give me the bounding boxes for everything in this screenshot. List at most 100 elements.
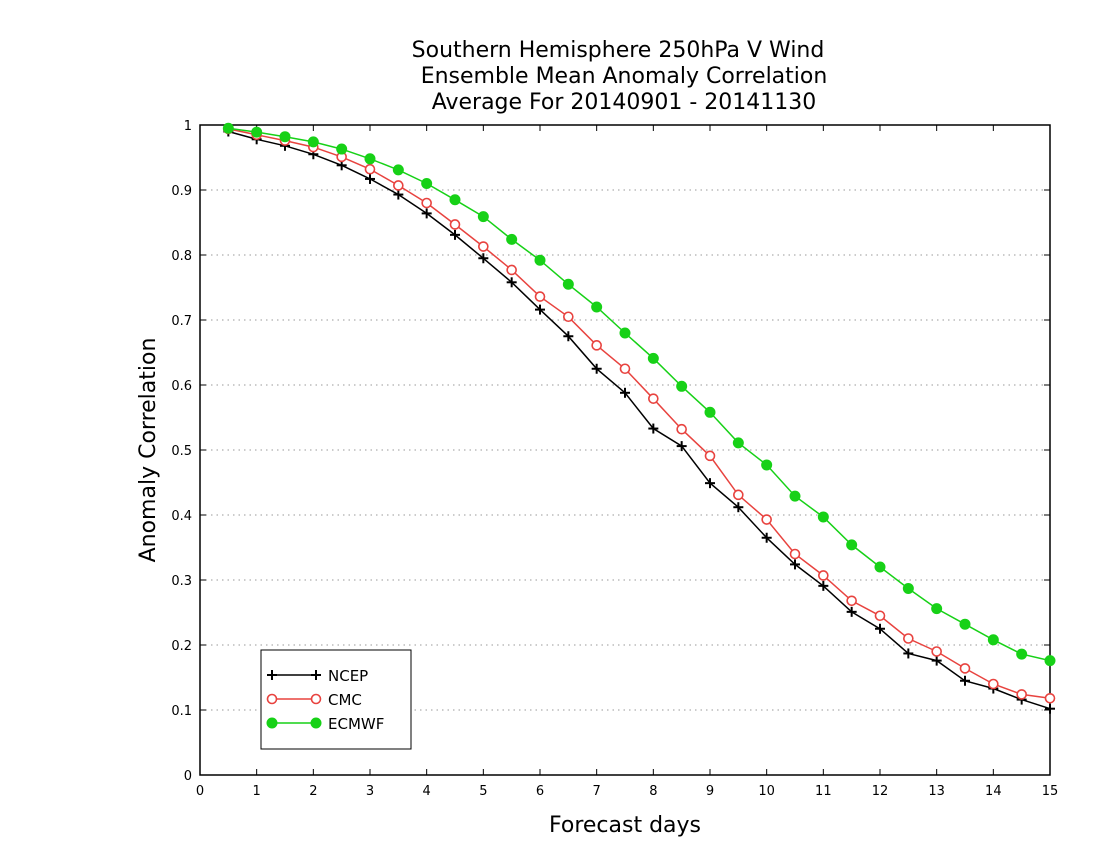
legend-entry-ncep: NCEP bbox=[267, 667, 368, 685]
legend-label: NCEP bbox=[328, 667, 368, 685]
data-point-cmc bbox=[449, 219, 461, 230]
x-tick-label: 0 bbox=[196, 784, 204, 799]
x-tick-label: 7 bbox=[593, 784, 601, 799]
x-tick-label: 13 bbox=[928, 784, 945, 799]
data-point-cmc bbox=[931, 646, 942, 657]
data-point-ecmwf bbox=[449, 194, 461, 206]
series-line-cmc bbox=[228, 128, 1051, 700]
legend: NCEP CMC ECMWF bbox=[260, 649, 412, 750]
data-point-ecmwf bbox=[987, 634, 999, 646]
x-tick-label: 5 bbox=[479, 784, 487, 799]
data-point-ecmwf bbox=[619, 327, 631, 339]
data-point-ecmwf bbox=[421, 178, 433, 189]
data-point-ecmwf bbox=[364, 153, 376, 165]
data-point-ncep bbox=[478, 253, 489, 264]
data-point-ncep bbox=[705, 478, 715, 489]
x-tick-label: 9 bbox=[706, 784, 714, 799]
x-axis-ticks: 0 1 2 3 4 5 6 7 8 9 10 11 12 13 14 15 bbox=[196, 125, 1058, 799]
legend-entries: NCEP CMC ECMWF bbox=[266, 667, 384, 733]
data-point-ecmwf bbox=[647, 352, 659, 364]
data-point-ncep bbox=[931, 655, 942, 666]
data-point-ncep bbox=[676, 441, 687, 452]
x-tick-label: 15 bbox=[1042, 784, 1059, 799]
x-tick-label: 11 bbox=[815, 784, 832, 799]
data-point-cmc bbox=[676, 423, 687, 435]
legend-marker bbox=[310, 717, 322, 729]
legend-label: CMC bbox=[328, 691, 362, 709]
data-point-cmc bbox=[733, 489, 744, 501]
data-point-ecmwf bbox=[336, 143, 348, 155]
y-tick-label: 0.4 bbox=[171, 509, 192, 524]
y-tick-label: 0.2 bbox=[171, 639, 192, 654]
data-point-ncep bbox=[960, 675, 970, 686]
data-point-ecmwf bbox=[761, 459, 773, 471]
data-point-cmc bbox=[591, 340, 602, 351]
data-point-ecmwf bbox=[222, 122, 234, 134]
legend-marker bbox=[267, 670, 277, 680]
data-point-ecmwf bbox=[1044, 655, 1056, 667]
legend-marker bbox=[266, 693, 278, 705]
legend-marker bbox=[310, 693, 322, 705]
data-point-ecmwf bbox=[534, 254, 546, 266]
data-point-ncep bbox=[620, 387, 630, 398]
data-point-ecmwf bbox=[704, 406, 716, 418]
data-point-ecmwf bbox=[676, 380, 688, 392]
data-point-ncep bbox=[761, 532, 772, 543]
data-point-ncep bbox=[450, 229, 460, 240]
data-point-cmc bbox=[1016, 689, 1027, 700]
data-point-ecmwf bbox=[251, 126, 263, 138]
legend-entry-cmc: CMC bbox=[266, 691, 362, 709]
data-point-cmc bbox=[506, 264, 517, 276]
data-point-cmc bbox=[563, 311, 574, 323]
data-point-ecmwf bbox=[477, 211, 489, 223]
x-tick-label: 3 bbox=[366, 784, 374, 799]
data-point-ncep bbox=[818, 580, 829, 591]
y-tick-label: 0.3 bbox=[171, 574, 192, 589]
y-axis-ticks: 0 0.1 0.2 0.3 0.4 0.5 0.6 0.7 0.8 0.9 1 bbox=[171, 119, 1050, 784]
data-point-ecmwf bbox=[591, 301, 603, 313]
y-tick-label: 0.1 bbox=[171, 704, 192, 719]
data-point-ncep bbox=[535, 304, 545, 315]
y-axis-label: Anomaly Correlation bbox=[136, 338, 161, 563]
data-point-ecmwf bbox=[902, 582, 914, 594]
data-point-cmc bbox=[818, 570, 829, 581]
data-point-ncep bbox=[648, 423, 659, 434]
data-point-cmc bbox=[846, 595, 857, 607]
series-ncep bbox=[223, 126, 1055, 714]
data-point-ncep bbox=[1045, 703, 1055, 714]
data-point-ecmwf bbox=[817, 511, 829, 523]
data-point-cmc bbox=[704, 450, 716, 462]
data-point-ncep bbox=[846, 606, 857, 617]
data-point-cmc bbox=[648, 393, 659, 404]
x-tick-label: 8 bbox=[649, 784, 657, 799]
data-point-cmc bbox=[761, 514, 772, 525]
legend-label: ECMWF bbox=[328, 715, 384, 733]
x-tick-label: 12 bbox=[872, 784, 889, 799]
data-point-ncep bbox=[875, 623, 885, 634]
y-tick-label: 0.8 bbox=[171, 249, 192, 264]
legend-marker bbox=[311, 670, 321, 680]
title-line-1: Southern Hemisphere 250hPa V Wind bbox=[412, 38, 825, 63]
data-point-ecmwf bbox=[392, 164, 404, 176]
data-point-ecmwf bbox=[562, 278, 574, 290]
title-line-2: Ensemble Mean Anomaly Correlation bbox=[421, 64, 828, 89]
x-tick-label: 14 bbox=[985, 784, 1002, 799]
series-line-ecmwf bbox=[228, 127, 1051, 662]
y-tick-label: 0.7 bbox=[171, 314, 192, 329]
data-point-ncep bbox=[421, 208, 432, 219]
series-layer bbox=[222, 122, 1056, 714]
data-point-cmc bbox=[959, 663, 971, 674]
legend-entry-ecmwf: ECMWF bbox=[266, 715, 384, 733]
data-point-ncep bbox=[790, 559, 800, 570]
data-point-cmc bbox=[364, 163, 376, 175]
y-tick-label: 1 bbox=[184, 119, 192, 134]
x-tick-label: 4 bbox=[423, 784, 431, 799]
data-point-cmc bbox=[789, 548, 801, 560]
data-point-ncep bbox=[903, 648, 914, 659]
x-axis-label: Forecast days bbox=[549, 813, 701, 838]
data-point-ecmwf bbox=[874, 561, 886, 573]
data-point-cmc bbox=[478, 241, 489, 252]
data-point-ecmwf bbox=[732, 437, 744, 449]
x-tick-label: 2 bbox=[309, 784, 317, 799]
